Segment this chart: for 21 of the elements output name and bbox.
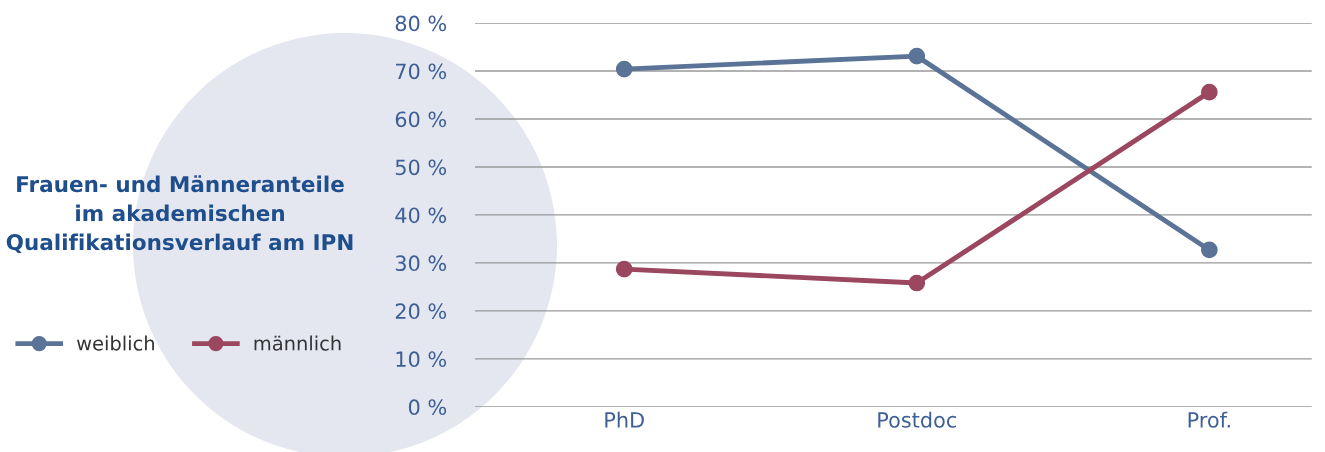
point xyxy=(1201,83,1218,101)
point xyxy=(908,47,926,65)
y-tick-label: 0 % xyxy=(408,399,447,416)
x-tick-label: PhD xyxy=(605,411,644,428)
legend-label: weiblich xyxy=(77,335,154,351)
point xyxy=(615,60,633,78)
point xyxy=(615,260,633,278)
y-tick-label: 30 % xyxy=(395,255,447,272)
y-tick-label: 50 % xyxy=(395,159,447,176)
y-tick-label: 80 % xyxy=(395,15,447,32)
y-tick-label: 60 % xyxy=(395,111,447,128)
y-tick-label: 10 % xyxy=(396,351,447,368)
y-tick-label: 20 % xyxy=(395,303,447,320)
point xyxy=(1201,241,1218,259)
x-tick-label: Prof. xyxy=(1188,411,1230,428)
y-tick-label: 40 % xyxy=(395,207,447,224)
legend-label: männlich xyxy=(254,335,341,351)
text: Frauen- und Männeranteile im akademischen Qualifikationsverlauf am IPN xyxy=(6,175,353,254)
y-tick-label: 70 % xyxy=(396,63,447,80)
x-tick-label: Postdoc xyxy=(878,411,956,428)
point xyxy=(908,274,926,292)
